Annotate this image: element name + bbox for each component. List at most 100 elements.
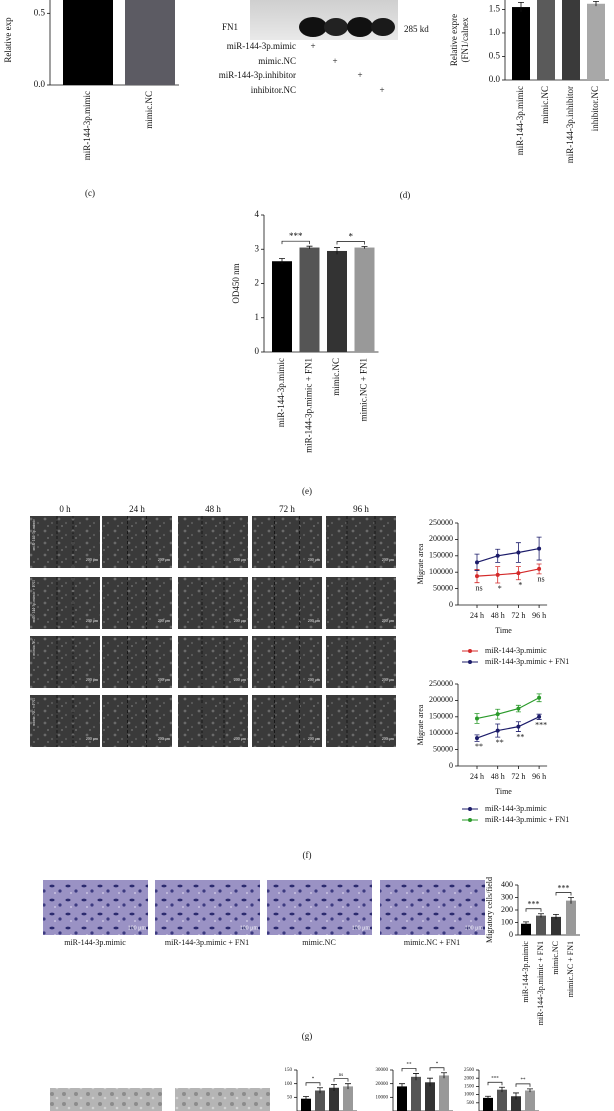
x-tick-label: 24 h	[470, 772, 484, 781]
micrograph	[178, 695, 248, 747]
x-tick-label: 72 h	[511, 611, 525, 620]
bar	[425, 1082, 435, 1111]
legend-label: miR-144-3p.mimic + FN1	[485, 657, 569, 666]
micrograph	[50, 1088, 162, 1111]
scale-bar-label: 200 μm	[86, 618, 99, 623]
y-axis-label: OD450 nm	[231, 263, 241, 303]
micrograph	[326, 695, 396, 747]
error-bar	[334, 247, 340, 255]
blot-marker: +	[332, 56, 337, 66]
y-axis-label: (FN1/calnex	[460, 17, 470, 62]
point	[516, 571, 521, 576]
panel-label: (c)	[85, 188, 95, 198]
column-header: 24 h	[129, 504, 145, 514]
legend-marker	[468, 660, 472, 664]
x-tick-label: miR-144-3p.inhibitor	[565, 86, 575, 163]
y-tick-label: 300	[501, 892, 513, 901]
error-bar	[553, 913, 559, 920]
micrograph	[267, 880, 372, 935]
column-header: 72 h	[279, 504, 295, 514]
micrograph	[326, 516, 396, 568]
y-tick-label: 0.5	[489, 51, 501, 61]
bar	[521, 923, 531, 935]
bar	[315, 1090, 325, 1111]
y-tick-label: 1500	[464, 1085, 475, 1090]
y-tick-label: 1000	[464, 1093, 475, 1098]
y-tick-label: 100	[285, 1082, 293, 1087]
bar	[329, 1087, 339, 1111]
point	[537, 566, 542, 571]
panel-label: (f)	[303, 850, 312, 860]
y-tick-label: 150000	[429, 551, 453, 560]
series-line	[476, 547, 540, 563]
y-axis-label: Relative exp	[3, 17, 13, 63]
x-tick-label: miR-144-3p.mimic	[82, 91, 92, 160]
y-axis-label: Migrate area	[416, 543, 425, 584]
micrograph	[178, 636, 248, 688]
y-tick-label: 0	[449, 761, 453, 770]
bar	[562, 0, 580, 81]
significance-bracket	[333, 1078, 349, 1082]
panel-label: (g)	[302, 1031, 313, 1041]
x-tick-label: inhibitor.NC	[590, 86, 600, 131]
y-axis-label: Relative expre	[449, 14, 459, 66]
micrograph	[30, 695, 100, 747]
error-bar	[518, 1, 524, 12]
y-tick-label: 0	[255, 346, 260, 356]
scale-bar-label: 200 μm	[158, 677, 171, 682]
significance-label: ***	[491, 1076, 499, 1081]
series-line	[476, 716, 540, 739]
blot-marker: +	[310, 41, 315, 51]
significance-bracket	[487, 1081, 503, 1086]
x-axis-label: Time	[495, 787, 512, 796]
point	[475, 716, 479, 721]
x-tick-label: 48 h	[491, 611, 505, 620]
significance-label: **	[407, 1063, 413, 1068]
micrograph	[102, 577, 172, 629]
y-tick-label: 3	[255, 243, 260, 253]
x-tick-label: mimic.NC + FN1	[359, 358, 369, 421]
y-tick-label: 0.0	[489, 74, 501, 84]
micrograph	[102, 695, 172, 747]
group-label: miR-144-3p.mimic + FN1	[165, 938, 249, 947]
scale-bar-label: 100 μm	[465, 925, 484, 931]
annotation: **	[516, 732, 524, 741]
scale-bar-label: 200 μm	[382, 557, 395, 562]
x-tick-label: mimic.NC	[331, 358, 341, 396]
y-tick-label: 250000	[429, 679, 453, 688]
x-tick-label: mimic.NC + FN1	[566, 941, 575, 997]
scale-bar-label: 200 μm	[86, 557, 99, 562]
micrograph	[175, 1088, 270, 1111]
y-tick-label: 50	[287, 1095, 293, 1100]
x-tick-label: mimic.NC	[551, 941, 560, 975]
y-tick-label: 500	[467, 1101, 475, 1106]
x-tick-label: miR-144-3p.mimic	[276, 358, 286, 427]
point	[475, 574, 479, 579]
bar	[497, 1089, 507, 1111]
error-bar	[279, 258, 285, 264]
point	[537, 695, 542, 700]
micrograph	[102, 636, 172, 688]
bar	[299, 247, 320, 352]
significance-bracket	[401, 1068, 417, 1072]
significance-label: **	[521, 1078, 527, 1083]
blot-marker: +	[357, 70, 362, 80]
y-tick-label: 0.5	[34, 7, 46, 17]
row-label: mimic.NC	[31, 639, 36, 656]
y-tick-label: 1.0	[489, 27, 501, 37]
blot-bands	[299, 17, 395, 37]
legend-marker	[468, 649, 472, 653]
x-tick-label: 24 h	[470, 611, 484, 620]
significance-label: *	[436, 1062, 439, 1067]
x-tick-label: miR-144-3p.mimic	[521, 941, 530, 1003]
scale-bar-label: 200 μm	[382, 618, 395, 623]
row-label: mimic.NC + FN1	[31, 698, 36, 726]
scale-bar-label: 200 μm	[86, 677, 99, 682]
y-tick-label: 0.0	[34, 79, 46, 89]
blot-size: 285 kd	[404, 24, 429, 34]
y-tick-label: 20000	[376, 1082, 389, 1087]
group-label: mimic.NC	[302, 938, 336, 947]
bar	[439, 1075, 449, 1111]
error-bar	[441, 1072, 447, 1079]
